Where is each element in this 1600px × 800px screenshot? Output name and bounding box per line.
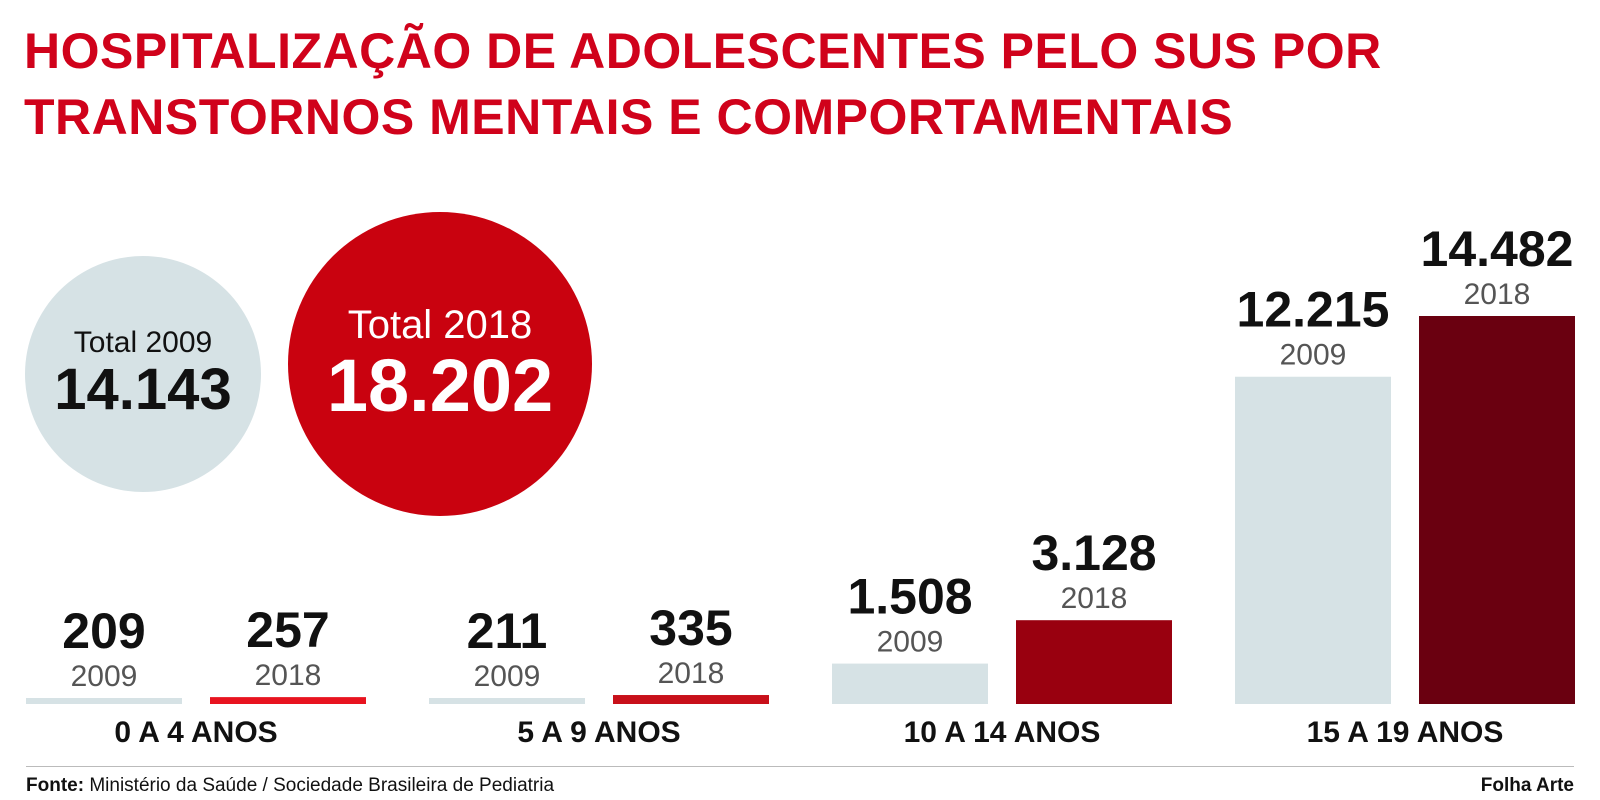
category-label: 5 A 9 ANOS — [517, 716, 680, 749]
bar-year-label: 2018 — [1061, 582, 1128, 615]
total-2018-circle: Total 2018 18.202 — [288, 212, 592, 516]
bar-year-label: 2009 — [474, 660, 541, 693]
bar-value-label: 12.215 — [1237, 282, 1390, 338]
bar-2009-0 — [26, 698, 182, 704]
category-label: 0 A 4 ANOS — [114, 716, 277, 749]
bar-value-label: 14.482 — [1421, 221, 1574, 277]
bar-year-label: 2009 — [71, 660, 138, 693]
total-2018-label: Total 2018 — [347, 303, 533, 347]
footer-divider — [26, 766, 1574, 767]
bar-2018-1 — [613, 695, 769, 704]
chart-title: HOSPITALIZAÇÃO DE ADOLESCENTES PELO SUS … — [24, 18, 1584, 150]
total-2009-value: 14.143 — [54, 357, 232, 422]
footer-credit: Folha Arte — [1480, 775, 1574, 796]
bar-year-label: 2018 — [1464, 278, 1531, 311]
bar-value-label: 257 — [246, 602, 329, 658]
total-2009-circle: Total 2009 14.143 — [25, 256, 261, 492]
total-2009-label: Total 2009 — [73, 326, 213, 359]
bar-2009-3 — [1235, 376, 1391, 704]
footer-source-label: Fonte: — [26, 775, 85, 796]
bar-2009-2 — [832, 663, 988, 704]
total-2018-value: 18.202 — [326, 344, 554, 427]
bar-value-label: 1.508 — [847, 569, 972, 625]
bar-year-label: 2009 — [877, 626, 944, 659]
bar-value-label: 335 — [649, 600, 732, 656]
bar-year-label: 2018 — [255, 659, 322, 692]
footer-source: Fonte: Ministério da Saúde / Sociedade B… — [26, 775, 554, 797]
chart-title-line-2: TRANSTORNOS MENTAIS E COMPORTAMENTAIS — [24, 89, 1234, 145]
bar-2018-2 — [1016, 620, 1172, 704]
bar-year-label: 2009 — [1280, 339, 1347, 372]
footer-source-text: Ministério da Saúde / Sociedade Brasilei… — [84, 775, 555, 796]
category-label: 15 A 19 ANOS — [1307, 716, 1504, 749]
chart-title-line-1: HOSPITALIZAÇÃO DE ADOLESCENTES PELO SUS … — [24, 23, 1382, 79]
bar-2018-3 — [1419, 316, 1575, 704]
bar-year-label: 2018 — [658, 657, 725, 690]
bar-2018-0 — [210, 697, 366, 704]
bar-value-label: 209 — [62, 603, 145, 659]
bar-value-label: 211 — [467, 603, 548, 659]
bar-2009-1 — [429, 698, 585, 704]
bar-value-label: 3.128 — [1031, 525, 1156, 581]
category-label: 10 A 14 ANOS — [904, 716, 1101, 749]
